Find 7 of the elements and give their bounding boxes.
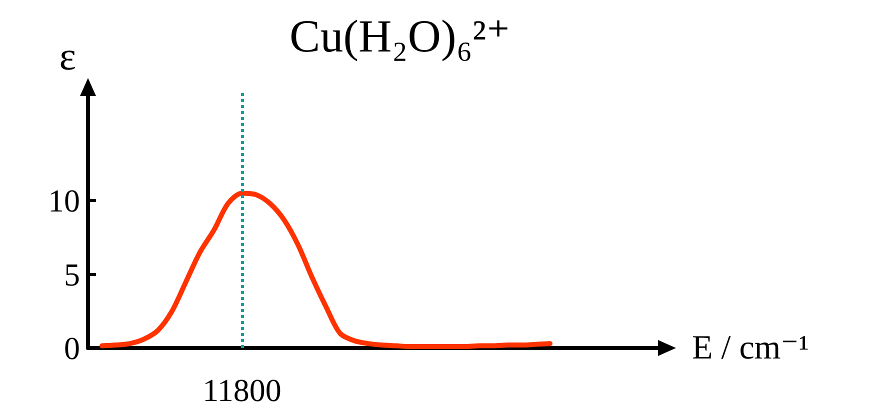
y-tick-label: 5	[64, 256, 80, 292]
x-tick-label: 11800	[202, 372, 282, 408]
y-axis-title: ε	[59, 34, 76, 78]
y-tick-label: 0	[64, 330, 80, 366]
y-tick-label: 10	[48, 182, 80, 219]
chart-title: Cu(H₂O)₆²⁺	[290, 10, 510, 62]
x-axis-title: E / cm⁻¹	[692, 330, 809, 366]
